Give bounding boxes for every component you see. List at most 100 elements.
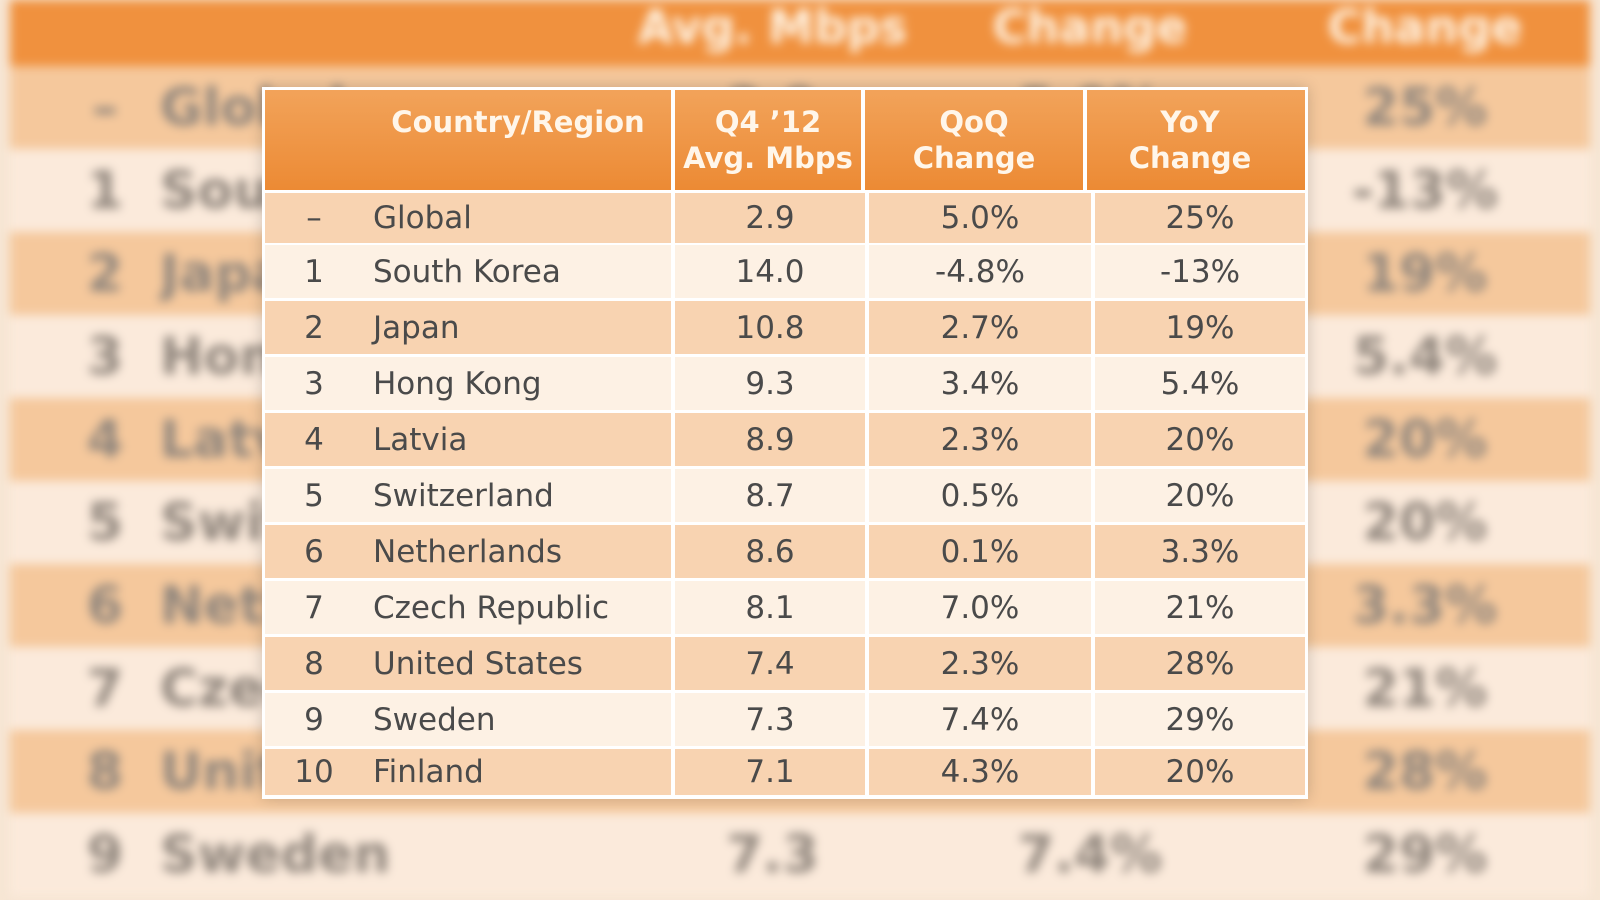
table-row: 5 Switzerland 8.7 0.5% 20% [265, 469, 1305, 522]
yoy-change-cell: 21% [1091, 581, 1305, 634]
bg-header-row: Avg. Mbps Change Change [10, 0, 1590, 66]
table-row: 9 Sweden 7.3 7.4% 29% [265, 693, 1305, 746]
yoy-change-cell: -13% [1091, 245, 1305, 298]
bg-cell-rank: 9 [86, 824, 124, 885]
avg-mbps-cell: 8.9 [671, 413, 865, 466]
avg-mbps-cell: 14.0 [671, 245, 865, 298]
bg-cell-yoy: 29% [1362, 824, 1488, 885]
yoy-change-cell: 28% [1091, 637, 1305, 690]
country-cell: 10 Finland [265, 749, 671, 795]
country-cell: 7 Czech Republic [265, 581, 671, 634]
country-cell: 9 Sweden [265, 693, 671, 746]
bg-header-cell: Change [992, 0, 1188, 54]
country-name: Latvia [373, 421, 468, 458]
rank-number: 9 [304, 701, 324, 738]
country-name: Netherlands [373, 533, 562, 570]
bg-table-row: 9 Sweden 7.3 7.4% 29% [10, 813, 1590, 896]
bg-cell-name: Sweden [160, 824, 391, 885]
qoq-change-cell: 7.4% [865, 693, 1091, 746]
country-cell: 2 Japan [265, 301, 671, 354]
bg-cell-qoq: 7.4% [1017, 824, 1163, 885]
bg-cell-rank: 6 [86, 575, 124, 636]
bg-cell-rank: 8 [86, 741, 124, 802]
bg-cell-rank: 5 [86, 492, 124, 553]
country-cell: 3 Hong Kong [265, 357, 671, 410]
bg-cell-avg: 7.3 [726, 824, 819, 885]
avg-mbps-cell: 8.1 [671, 581, 865, 634]
rank-number: 7 [304, 589, 324, 626]
rank-number: 4 [304, 421, 324, 458]
bg-cell-yoy: 5.4% [1352, 326, 1498, 387]
country-cell: 4 Latvia [265, 413, 671, 466]
qoq-change-cell: 7.0% [865, 581, 1091, 634]
country-name: Global [373, 200, 472, 236]
bg-cell-rank: 4 [86, 409, 124, 470]
bg-cell-yoy: 25% [1362, 77, 1488, 138]
table-row: 1 South Korea 14.0 -4.8% -13% [265, 245, 1305, 298]
table-row: 4 Latvia 8.9 2.3% 20% [265, 413, 1305, 466]
yoy-change-cell: 20% [1091, 749, 1305, 795]
country-name: Czech Republic [373, 589, 610, 626]
table-row: 10 Finland 7.1 4.3% 20% [265, 749, 1305, 795]
table-row: 2 Japan 10.8 2.7% 19% [265, 301, 1305, 354]
table-row: 6 Netherlands 8.6 0.1% 3.3% [265, 525, 1305, 578]
qoq-change-cell: -4.8% [865, 245, 1091, 298]
yoy-change-cell: 25% [1091, 193, 1305, 243]
qoq-change-cell: 2.3% [865, 413, 1091, 466]
rank-number: 2 [304, 309, 324, 346]
country-name: Hong Kong [373, 365, 542, 402]
avg-mbps-cell: 7.3 [671, 693, 865, 746]
yoy-change-cell: 29% [1091, 693, 1305, 746]
rank-number: 6 [304, 533, 324, 570]
broadband-speed-table: Country/Region Q4 ’12 Avg. Mbps QoQ Change… [262, 87, 1308, 799]
table-row: – Global 2.9 5.0% 25% [265, 193, 1305, 243]
qoq-change-cell: 2.7% [865, 301, 1091, 354]
qoq-change-cell: 0.5% [865, 469, 1091, 522]
country-name: United States [373, 645, 583, 682]
header-country-region: Country/Region [265, 90, 671, 190]
bg-cell-yoy: 3.3% [1352, 575, 1498, 636]
table-row: 8 United States 7.4 2.3% 28% [265, 637, 1305, 690]
rank-number: 10 [294, 754, 334, 790]
yoy-change-cell: 20% [1091, 469, 1305, 522]
bg-header-cell [70, 0, 140, 66]
header-avg-mbps: Q4 ’12 Avg. Mbps [671, 90, 861, 190]
country-cell: 8 United States [265, 637, 671, 690]
header-yoy-change: YoY Change [1083, 90, 1293, 190]
header-line: QoQ [939, 105, 1009, 139]
table-row: 7 Czech Republic 8.1 7.0% 21% [265, 581, 1305, 634]
avg-mbps-cell: 7.4 [671, 637, 865, 690]
qoq-change-cell: 0.1% [865, 525, 1091, 578]
avg-mbps-cell: 8.7 [671, 469, 865, 522]
bg-cell-yoy: 19% [1362, 243, 1488, 304]
rank-number: – [306, 200, 322, 236]
avg-mbps-cell: 10.8 [671, 301, 865, 354]
avg-mbps-cell: 2.9 [671, 193, 865, 243]
country-name: Japan [373, 309, 460, 346]
table-header: Country/Region Q4 ’12 Avg. Mbps QoQ Change… [265, 90, 1305, 190]
yoy-change-cell: 19% [1091, 301, 1305, 354]
bg-cell-rank: – [92, 77, 118, 138]
country-name: South Korea [373, 253, 561, 290]
header-line: Q4 ’12 [714, 105, 822, 139]
country-cell: – Global [265, 193, 671, 243]
bg-cell-rank: 3 [86, 326, 124, 387]
rank-number: 1 [304, 253, 324, 290]
table-row: 3 Hong Kong 9.3 3.4% 5.4% [265, 357, 1305, 410]
country-name: Finland [373, 754, 484, 790]
rank-number: 8 [304, 645, 324, 682]
bg-cell-yoy: 28% [1362, 741, 1488, 802]
header-line: Avg. Mbps [683, 141, 853, 175]
bg-header-cell: Avg. Mbps [637, 0, 908, 54]
bg-cell-rank: 1 [86, 160, 124, 221]
qoq-change-cell: 3.4% [865, 357, 1091, 410]
header-line: Change [1128, 141, 1252, 175]
rank-number: 3 [304, 365, 324, 402]
rank-number: 5 [304, 477, 324, 514]
country-name: Switzerland [373, 477, 554, 514]
bg-header-cell: Change [1327, 0, 1523, 54]
yoy-change-cell: 5.4% [1091, 357, 1305, 410]
qoq-change-cell: 4.3% [865, 749, 1091, 795]
avg-mbps-cell: 9.3 [671, 357, 865, 410]
header-line: Change [912, 141, 1036, 175]
